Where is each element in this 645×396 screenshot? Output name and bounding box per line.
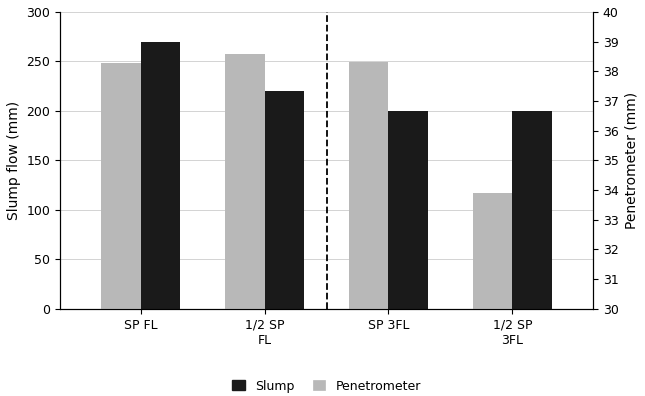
Bar <box>264 91 304 309</box>
Bar <box>473 193 512 309</box>
Legend: Slump, Penetrometer: Slump, Penetrometer <box>227 375 426 396</box>
Y-axis label: Slump flow (mm): Slump flow (mm) <box>7 101 21 220</box>
Bar <box>225 53 264 309</box>
Y-axis label: Penetrometer (mm): Penetrometer (mm) <box>624 92 638 229</box>
Bar <box>101 63 141 309</box>
Bar <box>349 63 388 309</box>
Bar <box>141 42 181 309</box>
Bar <box>512 111 552 309</box>
Bar <box>388 111 428 309</box>
